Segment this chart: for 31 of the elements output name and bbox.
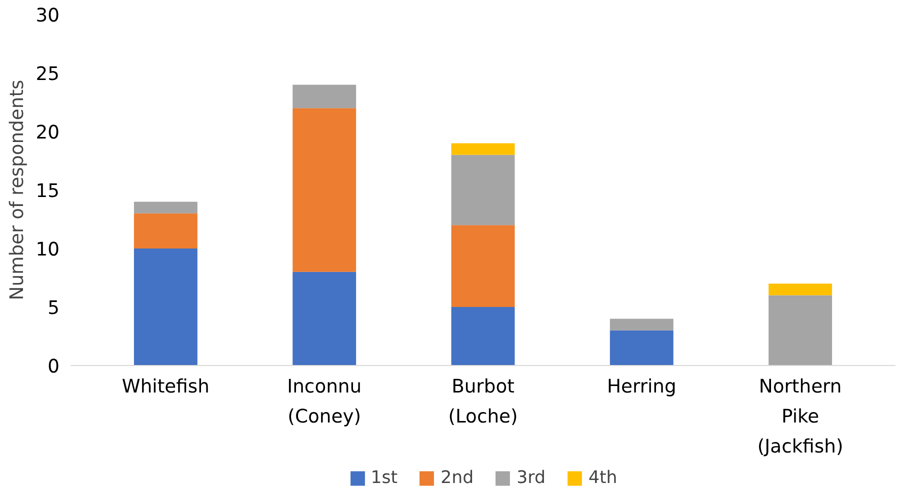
bar <box>292 84 356 108</box>
bar <box>292 272 356 366</box>
bar <box>451 307 515 366</box>
y-tick-label: 10 <box>36 240 60 260</box>
legend-label: 2nd <box>440 468 474 488</box>
y-tick-label: 20 <box>36 122 60 144</box>
bar <box>610 330 674 366</box>
y-tick-label: 0 <box>48 356 60 378</box>
bar <box>451 154 515 226</box>
legend-label: 1st <box>370 468 398 488</box>
bar <box>451 143 515 155</box>
bar <box>134 202 198 214</box>
category-label: Burbot (Loche) <box>448 376 518 428</box>
y-tick-label: 30 <box>36 6 60 26</box>
bar <box>292 108 356 272</box>
y-tick-label: 15 <box>36 181 60 202</box>
bar <box>134 248 198 366</box>
y-tick-label: 5 <box>48 298 60 319</box>
bar <box>610 318 674 330</box>
y-axis-title: Number of respondents <box>6 80 28 300</box>
x-tick-label: Herring <box>606 376 676 398</box>
bar <box>768 295 832 366</box>
x-tick-label: Whitefish <box>122 376 210 398</box>
bar <box>451 225 515 307</box>
legend-label: 3rd <box>516 468 546 488</box>
category-label: Northern Pike (Jackfish) <box>757 376 844 458</box>
category-label: Inconnu (Coney) <box>287 376 362 428</box>
bar <box>134 213 198 248</box>
bar <box>768 284 832 296</box>
legend-label: 4th <box>588 468 618 488</box>
y-tick-label: 25 <box>36 64 60 85</box>
